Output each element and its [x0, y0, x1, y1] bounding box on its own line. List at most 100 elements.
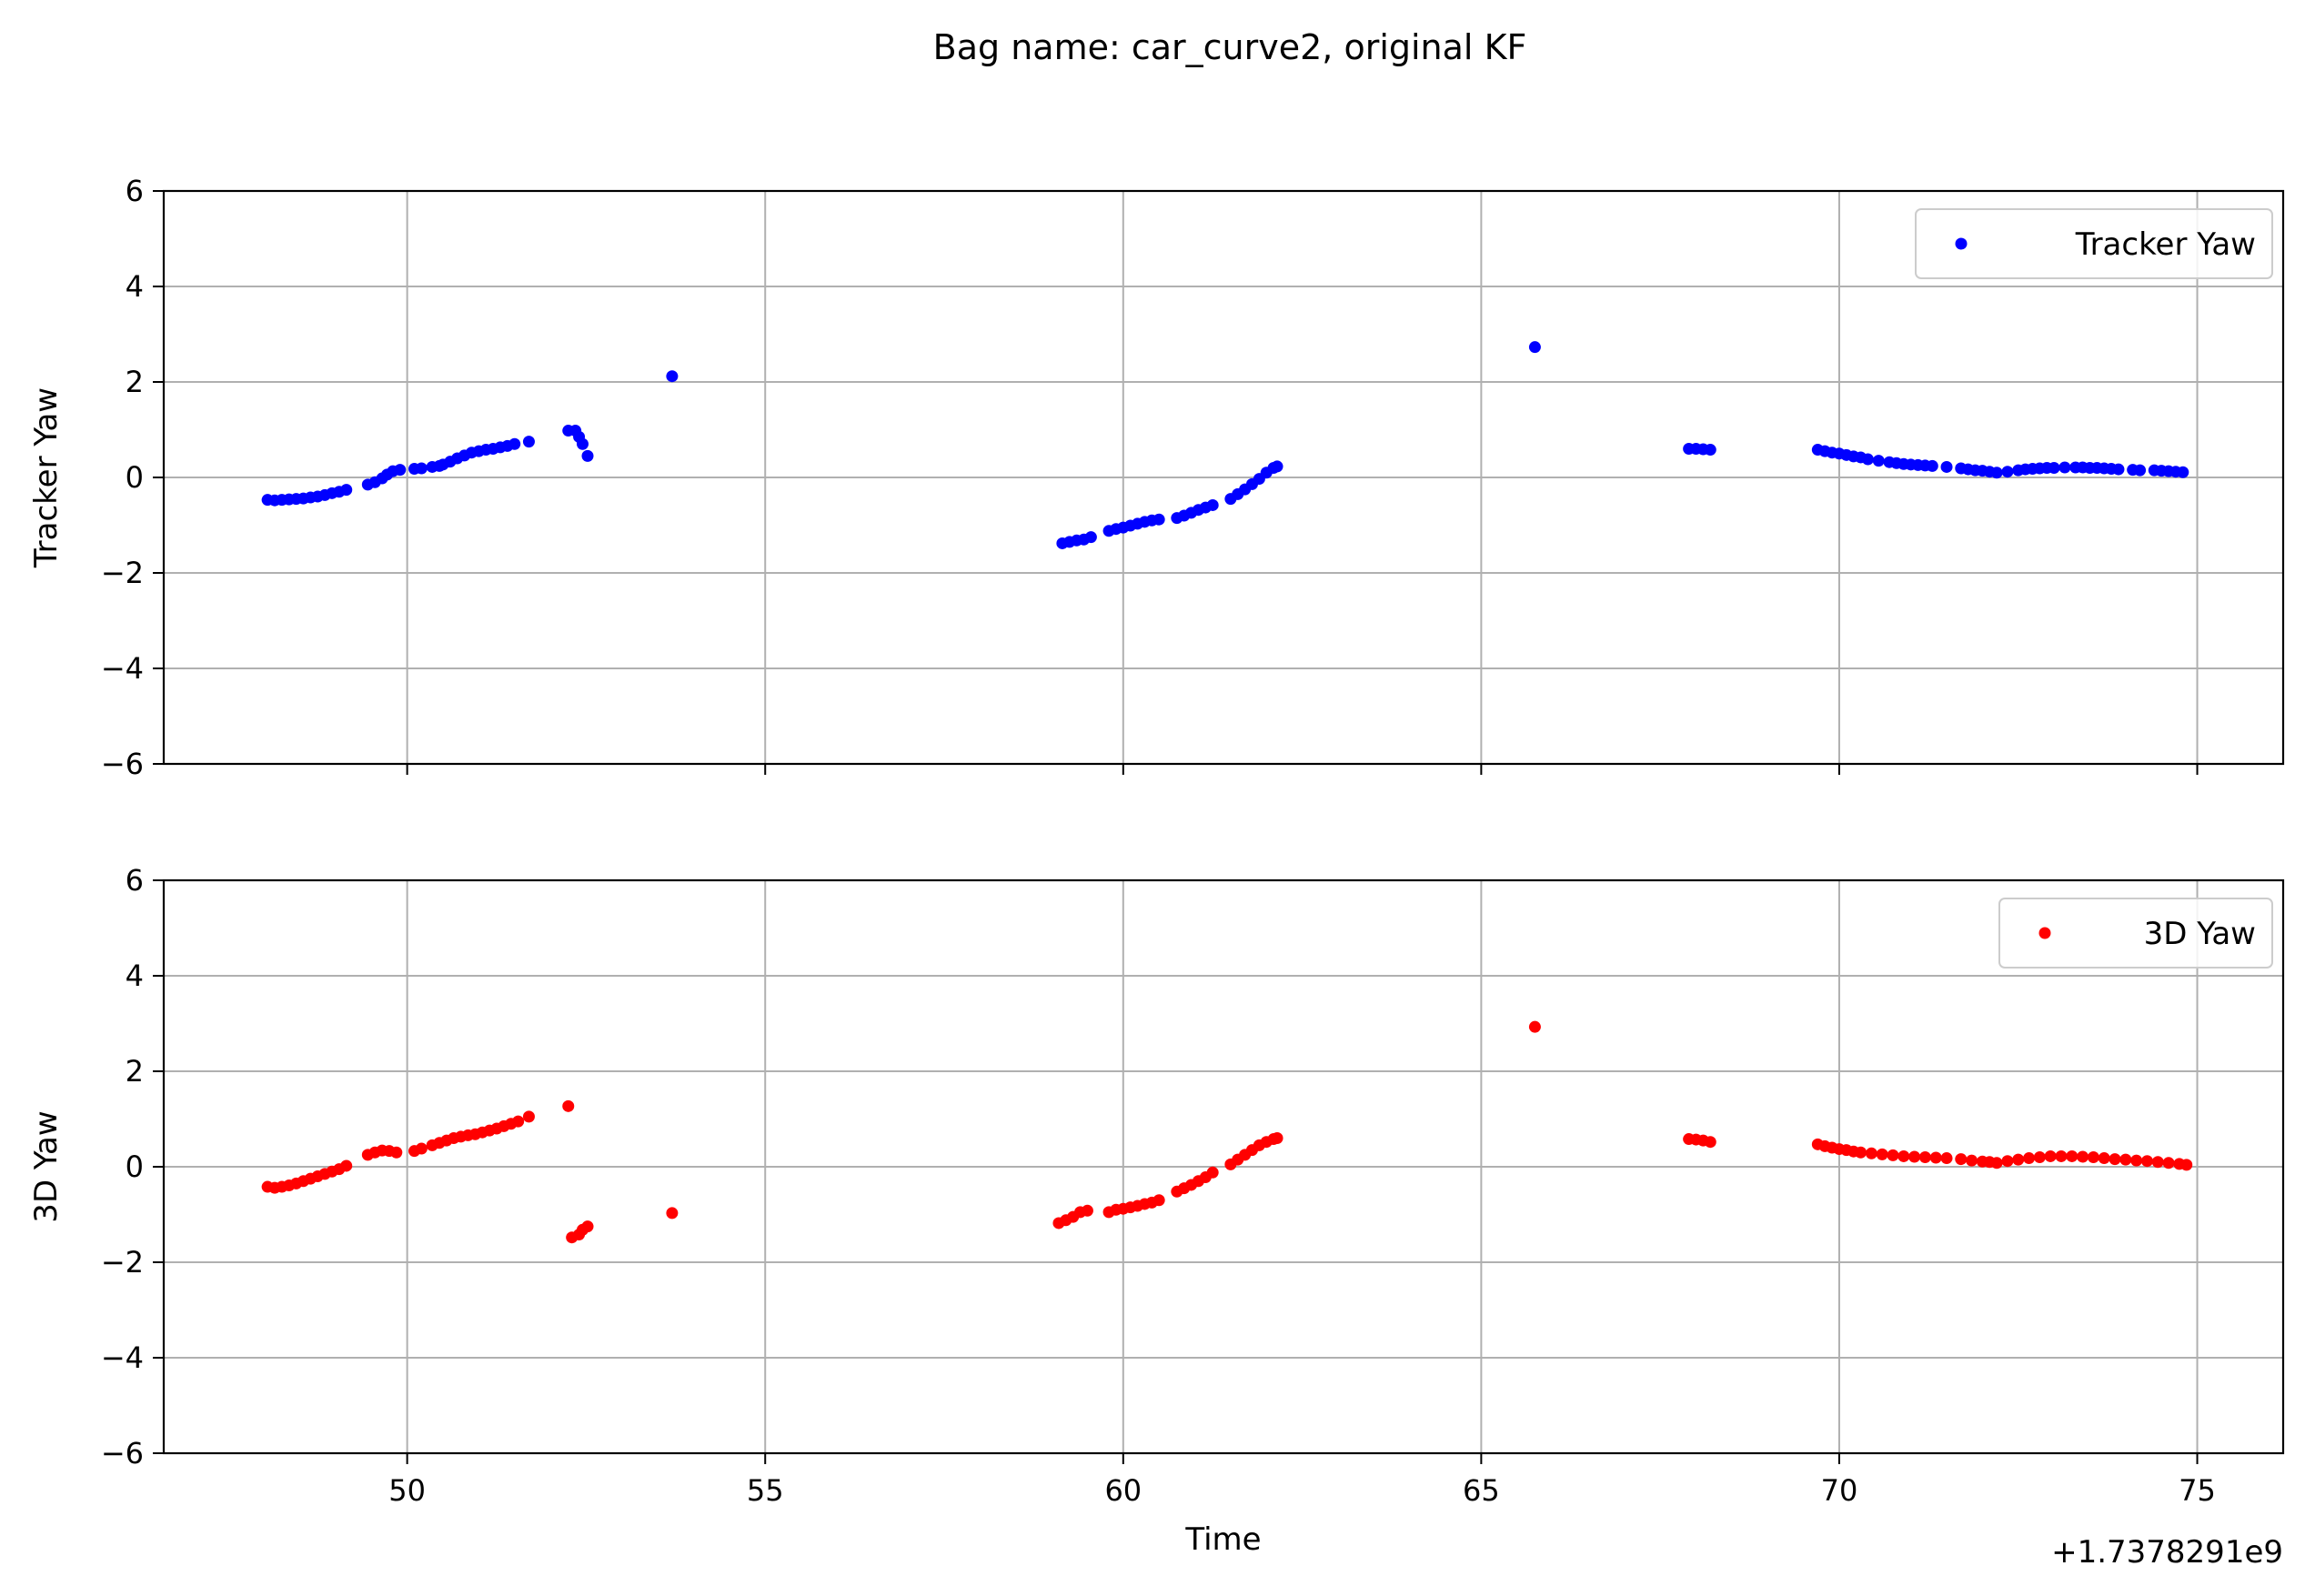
data-point [1206, 1166, 1219, 1179]
y-tick-label: 0 [126, 1149, 144, 1184]
data-point [1084, 531, 1097, 544]
y-tick-label: 6 [126, 863, 144, 898]
data-point [2109, 1153, 2121, 1166]
legend-label: 3D Yaw [2144, 916, 2256, 952]
data-point [562, 1099, 575, 1112]
data-point [2055, 1149, 2068, 1162]
data-point [1861, 453, 1874, 466]
tracker-yaw-plot: −6 −4 −2 0 2 4 6 Tracker Yaw Tracker Yaw [28, 174, 2285, 781]
data-point [522, 436, 535, 448]
data-point [512, 1115, 525, 1128]
3d-yaw-plot: 50 55 60 65 70 75 −6 −4 −2 0 2 4 6 3D Yaw Time 3D Yaw [28, 863, 2285, 1558]
y-tick-label: −2 [101, 1245, 144, 1280]
data-point [2044, 1149, 2057, 1162]
y-axis-label: Tracker Yaw [28, 387, 65, 568]
data-point [1528, 341, 1541, 354]
data-point [666, 370, 679, 383]
data-point [2033, 1151, 2046, 1163]
data-point [1855, 1146, 1867, 1159]
y-tick-label: 6 [126, 174, 144, 208]
data-point [1908, 1150, 1921, 1163]
data-point [2134, 464, 2147, 477]
y-tick-label: −4 [101, 651, 144, 686]
data-point [1206, 498, 1219, 511]
x-axis-label: Time [1184, 1521, 1261, 1558]
figure-title: Bag name: car_curve2, original KF [933, 27, 1527, 67]
legend-marker [2038, 927, 2051, 939]
data-point [576, 437, 589, 450]
legend-box [1998, 898, 2273, 969]
legend: 3D Yaw [1998, 898, 2273, 969]
data-point [2087, 1151, 2099, 1163]
data-point [2066, 1149, 2079, 1162]
data-point [1955, 1153, 1968, 1166]
y-axis-label: 3D Yaw [28, 1110, 65, 1222]
data-point [2023, 1152, 2036, 1165]
data-point [1865, 1147, 1877, 1159]
y-tick-label: 0 [126, 460, 144, 495]
data-point [340, 1159, 353, 1172]
data-point [2012, 1153, 2025, 1166]
data-point [508, 437, 521, 450]
data-point [666, 1207, 679, 1220]
data-point [2177, 466, 2189, 478]
x-tick-label: 75 [2179, 1473, 2216, 1508]
x-tick-label: 60 [1104, 1473, 1142, 1508]
data-point [1271, 460, 1283, 473]
data-point [1929, 1151, 1942, 1164]
x-tick-label: 55 [747, 1473, 784, 1508]
data-point [581, 1220, 594, 1233]
data-point [1926, 459, 1938, 472]
data-point [2001, 1155, 2014, 1168]
x-tick-label: 50 [388, 1473, 426, 1508]
data-point [2162, 1157, 2175, 1169]
data-point [2180, 1159, 2193, 1171]
data-point [1918, 1151, 1931, 1163]
data-point [415, 1142, 428, 1155]
data-point [2058, 461, 2071, 474]
y-tick-label: 2 [126, 365, 144, 399]
data-point [340, 484, 353, 497]
data-point [1990, 1157, 2003, 1169]
data-point [394, 464, 407, 477]
data-point [1887, 1149, 1899, 1161]
data-point [2140, 1155, 2153, 1168]
data-point [1081, 1204, 1093, 1217]
data-point [2151, 1156, 2164, 1169]
data-point [1897, 1149, 1910, 1162]
data-point [1528, 1020, 1541, 1033]
legend-marker [1955, 237, 1968, 250]
data-point [2098, 1152, 2110, 1165]
data-point [1966, 1154, 1978, 1167]
data-point [522, 1110, 535, 1123]
data-point [1152, 1194, 1165, 1207]
y-tick-label: 4 [126, 959, 144, 993]
y-tick-label: −6 [101, 747, 144, 781]
y-tick-label: −2 [101, 556, 144, 590]
series-bottom [261, 1020, 2193, 1244]
data-point [1271, 1132, 1283, 1144]
data-point [1876, 1148, 1888, 1160]
data-point [1872, 455, 1885, 467]
data-point [1940, 460, 1953, 473]
data-point [1152, 513, 1165, 526]
data-point [1990, 467, 2003, 479]
x-offset-label: +1.7378291e9 [2051, 1534, 2283, 1571]
y-tick-label: 4 [126, 269, 144, 304]
y-tick-label: 2 [126, 1054, 144, 1089]
data-point [2001, 466, 2014, 478]
y-tick-label: −4 [101, 1340, 144, 1375]
data-point [390, 1146, 403, 1159]
data-point [2130, 1154, 2143, 1167]
data-point [2112, 463, 2125, 476]
data-point [415, 462, 428, 475]
data-point [2048, 462, 2060, 474]
data-point [1704, 444, 1716, 457]
data-point [581, 449, 594, 462]
x-tick-label: 70 [1821, 1473, 1858, 1508]
legend-box [1915, 208, 2273, 279]
data-point [2077, 1150, 2089, 1163]
data-point [2119, 1153, 2132, 1166]
legend-label: Tracker Yaw [2075, 226, 2256, 263]
